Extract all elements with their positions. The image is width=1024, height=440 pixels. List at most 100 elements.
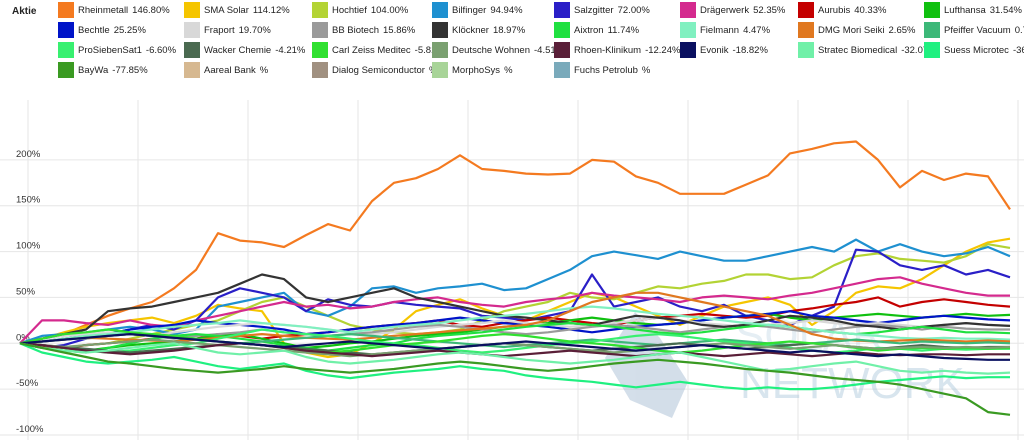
legend-series-value: 146.80% [132, 4, 170, 16]
legend-item[interactable]: Fraport 19.70% [184, 22, 271, 38]
legend-series-name: Dialog Semiconductor [332, 64, 425, 76]
legend-series-name: Stratec Biomedical [818, 44, 898, 56]
series-line[interactable] [19, 328, 1010, 354]
legend-series-name: Aareal Bank [204, 64, 256, 76]
legend-swatch [312, 62, 328, 78]
legend-item[interactable]: Suess Microtec-36.79% [924, 42, 1024, 58]
legend-swatch [184, 22, 200, 38]
legend-swatch [924, 2, 940, 18]
legend-series-value: 31.54% [989, 4, 1022, 16]
legend-item[interactable]: Wacker Chemie -4.21% [184, 42, 305, 58]
watermark-star-icon [605, 312, 688, 418]
legend-swatch [554, 2, 570, 18]
legend-item[interactable]: Lufthansa 31.54% [924, 2, 1022, 18]
legend-item[interactable]: Bechtle 25.25% [58, 22, 146, 38]
y-tick-label: 50% [16, 286, 36, 297]
legend-series-value: 11.74% [607, 24, 640, 36]
legend-item[interactable]: Bilfinger 94.94% [432, 2, 523, 18]
legend-item[interactable]: Carl Zeiss Meditec -5.81% [312, 42, 445, 58]
legend-item[interactable]: Deutsche Wohnen -4.51% [432, 42, 564, 58]
legend-series-name: Rhoen-Klinikum [574, 44, 642, 56]
legend-swatch [432, 62, 448, 78]
legend-series-name: Pfeiffer Vacuum [944, 24, 1011, 36]
legend-item[interactable]: SMA Solar 114.12% [184, 2, 290, 18]
legend-item[interactable]: BB Biotech 15.86% [312, 22, 415, 38]
legend-swatch [312, 22, 328, 38]
series-line[interactable] [19, 342, 1011, 375]
series-line[interactable] [19, 305, 1011, 345]
legend-item[interactable]: Drägerwerk 52.35% [680, 2, 785, 18]
legend-swatch [58, 22, 74, 38]
legend-swatch [58, 62, 74, 78]
y-tick-label: 200% [16, 149, 41, 160]
legend-item[interactable]: Hochtief 104.00% [312, 2, 408, 18]
series-line[interactable] [19, 342, 1010, 391]
legend-series-value: % [504, 64, 513, 76]
legend-series-value: % [259, 64, 269, 76]
legend-swatch [432, 2, 448, 18]
series-line[interactable] [19, 140, 1011, 345]
legend-series-value: -4.51% [534, 44, 565, 56]
series-line[interactable] [19, 243, 1011, 349]
legend-item[interactable]: ProSiebenSat1 -6.60% [58, 42, 176, 58]
legend-series-name: ProSiebenSat1 [78, 44, 142, 56]
legend-series-value: -18.82% [732, 44, 768, 56]
legend-series-value: 2.65% [888, 24, 916, 36]
legend-swatch [798, 22, 814, 38]
legend-series-value: -4.21% [275, 44, 306, 56]
legend-item[interactable]: Stratec Biomedical -32.07% [798, 42, 937, 58]
legend-item[interactable]: MorphoSys% [432, 62, 513, 78]
legend-series-name: Evonik [700, 44, 729, 56]
legend-item[interactable]: Evonik -18.82% [680, 42, 768, 58]
solar-network-watermark: SOLAR NETWORK [605, 311, 965, 418]
series-line[interactable] [19, 273, 1011, 345]
legend-item[interactable]: Rhoen-Klinikum -12.24% [554, 42, 680, 58]
legend-item[interactable]: Klöckner 18.97% [432, 22, 525, 38]
series-line[interactable] [19, 338, 1011, 358]
legend-swatch [554, 62, 570, 78]
legend-series-name: Klöckner [452, 24, 489, 36]
legend-series-name: Bechtle [78, 24, 110, 36]
legend-item[interactable]: Aurubis 40.33% [798, 2, 886, 18]
legend-series-value: 19.70% [238, 24, 271, 36]
legend-series-name: Carl Zeiss Meditec [332, 44, 411, 56]
legend-series-name: Wacker Chemie [204, 44, 272, 56]
legend-swatch [680, 22, 696, 38]
legend-series-name: Rheinmetall [78, 4, 129, 16]
legend-series-value: 52.35% [753, 4, 786, 16]
legend-swatch [432, 22, 448, 38]
legend-series-value: 25.25% [113, 24, 146, 36]
legend-series-value: 18.97% [492, 24, 526, 36]
legend-item[interactable]: Fielmann 4.47% [680, 22, 770, 38]
legend-series-value: 0.77% [1014, 24, 1024, 36]
legend-item[interactable]: Aareal Bank% [184, 62, 268, 78]
legend-series-value: -12.24% [645, 44, 681, 56]
legend-swatch [554, 22, 570, 38]
series-line[interactable] [19, 342, 1011, 416]
series-line[interactable] [19, 310, 1011, 345]
legend-item[interactable]: Fuchs Petrolub% [554, 62, 650, 78]
legend-swatch [432, 42, 448, 58]
legend-item[interactable]: Dialog Semiconductor% [312, 62, 437, 78]
legend-item[interactable]: BayWa -77.85% [58, 62, 148, 78]
y-axis: -100% -50% 0% 50% 100% 150% 200% [16, 149, 44, 435]
line-chart: -100% -50% 0% 50% 100% 150% 200% SOLAR NETWORK [0, 100, 1024, 440]
legend-swatch [58, 2, 74, 18]
y-tick-label: -100% [16, 424, 44, 435]
legend-item[interactable]: DMG Mori Seiki 2.65% [798, 22, 915, 38]
legend-swatch [184, 42, 200, 58]
series-line[interactable] [19, 316, 1011, 345]
series-line[interactable] [19, 333, 1010, 361]
legend-swatch [924, 42, 940, 58]
legend-series-value: 114.12% [252, 4, 290, 16]
legend-swatch [680, 2, 696, 18]
legend-series-value: -32.07% [901, 44, 937, 56]
legend-item[interactable]: Salzgitter 72.00% [554, 2, 650, 18]
legend-item[interactable]: Aixtron 11.74% [554, 22, 639, 38]
legend-swatch [798, 42, 814, 58]
watermark-text-network: NETWORK [740, 359, 965, 408]
y-tick-label: 100% [16, 241, 41, 252]
legend-item[interactable]: Rheinmetall 146.80% [58, 2, 170, 18]
legend-series-value: -6.60% [145, 44, 177, 56]
